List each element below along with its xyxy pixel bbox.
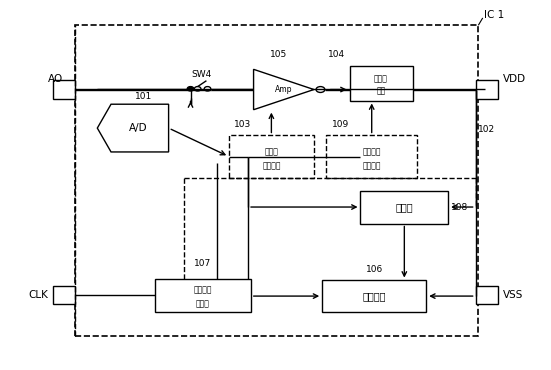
Text: VSS: VSS: [503, 290, 523, 300]
Text: レジスタ: レジスタ: [262, 161, 280, 170]
Text: 101: 101: [136, 92, 153, 101]
Text: 103: 103: [234, 120, 252, 129]
Text: クロック: クロック: [193, 286, 212, 295]
Text: AO: AO: [48, 74, 63, 84]
Text: Amp: Amp: [275, 85, 293, 94]
Bar: [349, 65, 413, 101]
Text: ゲイン: ゲイン: [264, 147, 278, 156]
Text: IC 1: IC 1: [484, 10, 504, 20]
Bar: [476, 80, 498, 99]
Text: カウンタ: カウンタ: [363, 291, 386, 301]
Text: 106: 106: [365, 265, 383, 274]
Bar: [229, 135, 314, 178]
Circle shape: [187, 87, 194, 91]
Bar: [360, 191, 448, 223]
Text: 素子: 素子: [376, 86, 386, 95]
Bar: [476, 286, 498, 305]
Bar: [75, 25, 478, 336]
Bar: [327, 135, 417, 178]
Bar: [155, 279, 251, 312]
Text: 107: 107: [195, 259, 212, 269]
Text: 108: 108: [451, 202, 468, 212]
Text: 105: 105: [269, 50, 287, 59]
Bar: [322, 280, 426, 312]
Text: アドレス: アドレス: [363, 147, 381, 156]
Bar: [53, 286, 75, 305]
Text: CLK: CLK: [28, 290, 48, 300]
Text: 104: 104: [328, 50, 345, 59]
Text: センサ: センサ: [374, 74, 388, 83]
Text: SW4: SW4: [191, 70, 212, 78]
Text: A/D: A/D: [129, 123, 148, 133]
Polygon shape: [98, 104, 169, 152]
Text: 判別器: 判別器: [396, 202, 413, 212]
Text: 弁別器: 弁別器: [196, 299, 210, 308]
Bar: [53, 80, 75, 99]
Text: 109: 109: [332, 120, 349, 129]
Text: レジスタ: レジスタ: [363, 161, 381, 170]
Polygon shape: [253, 69, 314, 110]
Text: VDD: VDD: [503, 74, 526, 84]
Text: 102: 102: [478, 125, 495, 134]
